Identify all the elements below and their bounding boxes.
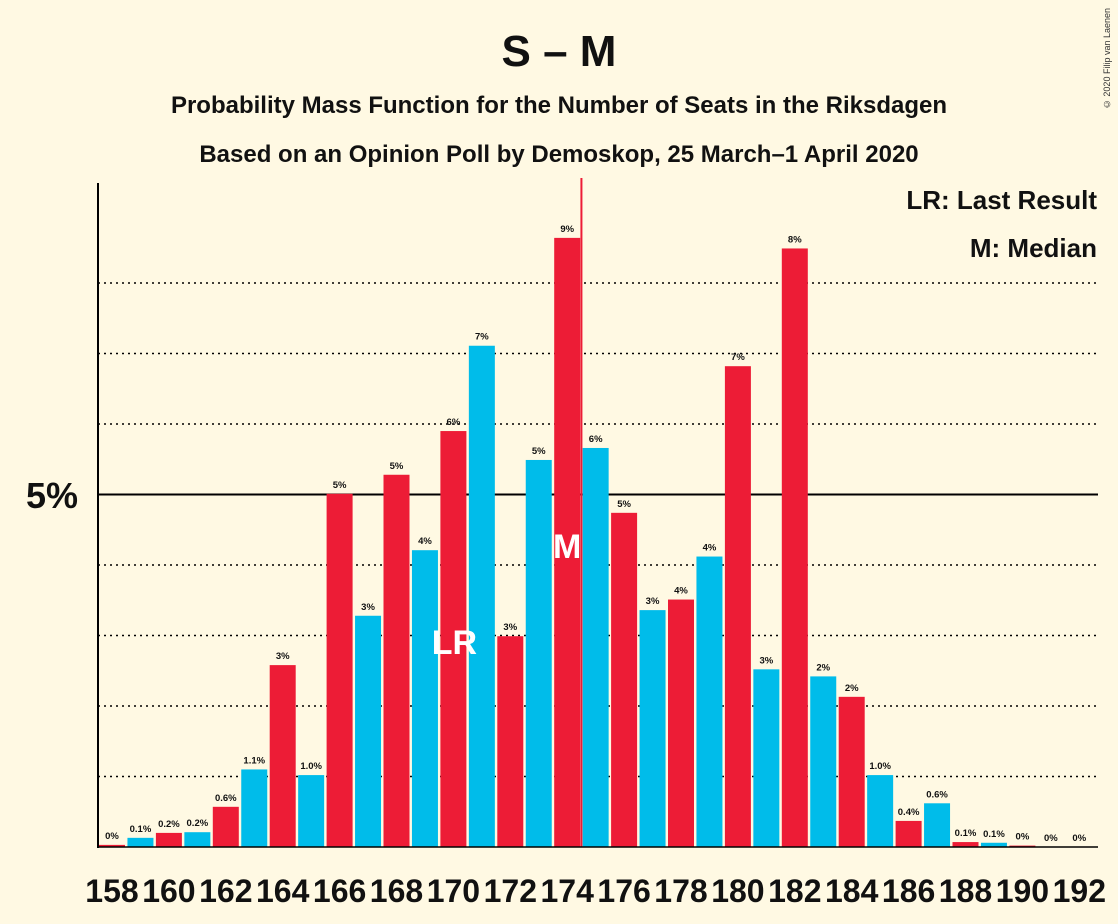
x-tick-162: 162 — [199, 873, 252, 909]
bar-seat-178 — [668, 599, 694, 847]
data-label-seat-186: 0.4% — [898, 807, 920, 818]
x-tick-170: 170 — [427, 873, 480, 909]
bars — [99, 178, 1036, 847]
chart-subtitle-2: Based on an Opinion Poll by Demoskop, 25… — [199, 141, 918, 168]
x-tick-190: 190 — [996, 873, 1049, 909]
y-tick-label: 5% — [26, 475, 78, 516]
data-label-seat-163: 1.1% — [243, 755, 265, 766]
bar-seat-162 — [212, 806, 239, 847]
data-label-seat-182: 8% — [788, 234, 802, 245]
data-label-seat-171: 7% — [475, 332, 489, 343]
bar-seat-181 — [753, 669, 780, 847]
bar-seat-160 — [155, 832, 182, 847]
data-label-seat-168: 5% — [390, 461, 404, 472]
data-label-seat-173: 5% — [532, 446, 546, 457]
x-tick-176: 176 — [597, 873, 650, 909]
bar-seat-167 — [355, 615, 382, 847]
bar-seat-165 — [298, 775, 325, 847]
last-result-marker: LR — [432, 624, 477, 662]
data-label-seat-192: 0% — [1072, 833, 1086, 844]
data-label-seat-158: 0% — [105, 831, 119, 842]
bar-seat-177 — [639, 610, 666, 847]
x-tick-labels: 158 160 162 164 166 168 170 172 174 176 178 180 182 1… — [85, 873, 1106, 909]
data-label-seat-175: 6% — [589, 434, 603, 445]
data-label-seat-188: 0.1% — [955, 828, 977, 839]
bar-seat-183 — [810, 676, 837, 847]
bar-seat-174 — [554, 237, 581, 847]
data-label-seat-165: 1.0% — [300, 761, 322, 772]
data-label-seat-166: 5% — [333, 480, 347, 491]
data-label-seat-170: 6% — [447, 417, 461, 428]
bar-seat-158 — [99, 844, 125, 847]
bar-seat-185 — [867, 775, 894, 847]
bar-seat-179 — [696, 556, 723, 847]
data-label-seat-174: 9% — [560, 224, 574, 235]
bar-seat-168 — [383, 474, 410, 847]
bar-seat-182 — [781, 248, 808, 847]
data-label-seat-169: 4% — [418, 536, 432, 547]
bar-seat-186 — [895, 820, 922, 847]
chart-title: S – M — [502, 27, 617, 76]
x-tick-172: 172 — [484, 873, 537, 909]
data-label-seat-183: 2% — [816, 662, 830, 673]
bar-seat-171 — [468, 345, 495, 847]
x-tick-188: 188 — [939, 873, 992, 909]
data-label-seat-185: 1.0% — [869, 761, 891, 772]
bar-seat-176 — [611, 512, 638, 847]
bar-seat-166 — [326, 493, 353, 847]
data-label-seat-180: 7% — [731, 352, 745, 363]
bar-seat-161 — [184, 832, 211, 847]
bar-seat-184 — [838, 696, 865, 847]
x-tick-178: 178 — [654, 873, 707, 909]
x-tick-192: 192 — [1053, 873, 1106, 909]
data-label-seat-172: 3% — [503, 622, 517, 633]
bar-seat-172 — [497, 636, 524, 847]
bar-seat-163 — [241, 769, 268, 847]
median-marker: M — [553, 528, 581, 566]
data-label-seat-160: 0.2% — [158, 819, 180, 830]
data-label-seat-187: 0.6% — [926, 789, 948, 800]
data-label-seat-191: 0% — [1044, 833, 1058, 844]
x-tick-168: 168 — [370, 873, 423, 909]
x-tick-180: 180 — [711, 873, 764, 909]
legend-last-result: LR: Last Result — [906, 185, 1097, 215]
legend-median: M: Median — [970, 233, 1097, 263]
bar-seat-189 — [980, 842, 1007, 847]
bar-seat-173 — [525, 459, 552, 847]
data-label-seat-164: 3% — [276, 651, 290, 662]
bar-seat-188 — [952, 842, 979, 847]
bar-seat-164 — [269, 665, 296, 847]
data-label-seat-179: 4% — [703, 543, 717, 554]
x-tick-186: 186 — [882, 873, 935, 909]
bar-seat-175 — [582, 447, 609, 847]
x-tick-164: 164 — [256, 873, 310, 909]
data-label-seat-190: 0% — [1016, 832, 1030, 843]
data-labels: 0% 0.1% 0.2% 0.2% 0.6% 1.1% 3% 1.0% 5% 3% 5% 4% 6% 7%… — [105, 224, 1087, 844]
data-label-seat-167: 3% — [361, 602, 375, 613]
bar-seat-159 — [127, 837, 154, 847]
data-label-seat-181: 3% — [759, 655, 773, 666]
data-label-seat-177: 3% — [646, 596, 660, 607]
chart-subtitle: Probability Mass Function for the Number… — [171, 92, 947, 119]
data-label-seat-176: 5% — [617, 499, 631, 510]
x-tick-184: 184 — [825, 873, 879, 909]
bar-seat-169 — [411, 550, 438, 847]
bar-seat-170 — [440, 431, 467, 847]
data-label-seat-162: 0.6% — [215, 793, 237, 804]
data-label-seat-184: 2% — [845, 683, 859, 694]
data-label-seat-189: 0.1% — [983, 829, 1005, 840]
data-label-seat-161: 0.2% — [187, 818, 209, 829]
x-tick-166: 166 — [313, 873, 366, 909]
x-tick-182: 182 — [768, 873, 821, 909]
x-tick-158: 158 — [85, 873, 138, 909]
data-label-seat-178: 4% — [674, 586, 688, 597]
x-tick-174: 174 — [541, 873, 595, 909]
x-tick-160: 160 — [142, 873, 195, 909]
bar-seat-180 — [724, 366, 751, 847]
data-label-seat-159: 0.1% — [130, 824, 152, 835]
bar-seat-187 — [924, 803, 951, 847]
